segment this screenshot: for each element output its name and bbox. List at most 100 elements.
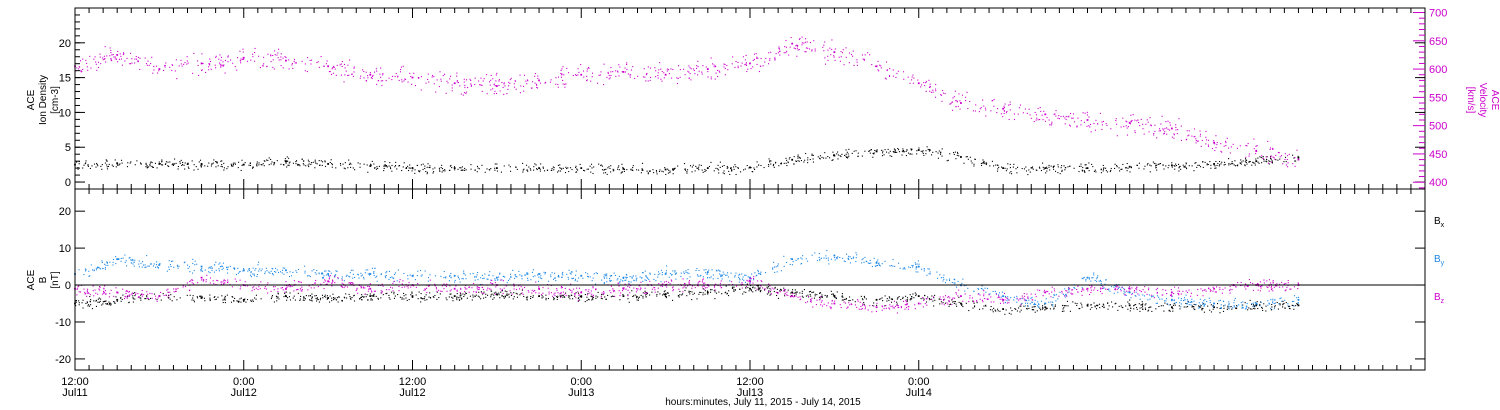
bx-series-dot [668,295,670,297]
density-series-dot [227,166,229,168]
bz-series-dot [86,288,89,290]
velocity-series-dot [293,60,295,62]
by-series-dot [1240,302,1242,304]
density-series-dot [1248,161,1250,163]
density-series-dot [87,165,89,167]
velocity-series-dot [1136,120,1138,122]
bx-series-dot [78,302,80,304]
by-series-dot [855,252,857,254]
by-series-dot [270,270,272,272]
velocity-series-dot [222,65,224,67]
bx-series-dot [1277,308,1279,310]
bx-series-dot [90,304,92,306]
by-series-dot [243,268,245,270]
bx-series-dot [461,297,463,299]
velocity-series-dot [171,64,174,66]
bx-series-dot [1209,309,1211,311]
density-series-dot [789,156,791,159]
bz-series-dot [401,283,403,285]
by-series-dot [484,273,486,275]
velocity-series-point [1128,121,1131,124]
density-series-dot [1246,159,1248,161]
by-series-dot [288,275,291,278]
bx-series-dot [1054,305,1056,307]
density-series-dot [985,163,987,165]
velocity-series-dot [928,79,930,81]
bx-series-dot [570,294,572,296]
bx-series-dot [572,298,574,300]
bx-series-dot [1144,307,1146,309]
density-series-dot [295,160,298,162]
bz-series-dot [613,290,615,292]
bz-series-dot [893,307,895,309]
bz-series-dot [362,287,364,289]
velocity-series-point [833,51,836,54]
density-series-dot [211,163,213,165]
density-series-dot [916,153,918,155]
bz-series-dot [1284,290,1286,292]
velocity-series-dot [928,86,931,88]
bx-series-dot [577,300,579,302]
bx-series-dot [612,295,614,297]
velocity-series-dot [833,55,835,57]
velocity-series-dot [439,71,441,73]
bz-series-dot [408,285,410,287]
velocity-series-dot [509,79,511,81]
velocity-series-dot [842,49,844,51]
by-series-dot [253,273,255,275]
velocity-series-dot [752,66,754,68]
by-series-dot [1198,307,1200,309]
bx-series-dot [1087,305,1089,307]
by-series-dot [603,282,605,285]
bx-series-dot [1202,303,1204,305]
velocity-series-dot [236,69,238,71]
by-series-dot [1067,288,1070,290]
bx-series-dot [830,290,832,292]
density-series-dot [786,164,788,167]
velocity-series-dot [242,57,244,59]
by-series-dot [955,286,958,288]
bx-series-dot [933,297,935,299]
velocity-series-dot [234,66,236,68]
by-series-dot [830,258,832,260]
density-series-dot [1244,164,1246,166]
bz-series-dot [574,294,576,296]
bz-series-dot [590,290,592,292]
density-series-dot [793,163,795,165]
density-series-dot [184,162,186,164]
density-series-dot [83,164,85,166]
bx-series-dot [725,285,727,287]
bx-series-dot [97,298,99,300]
bx-series-dot [1093,302,1095,304]
by-series-dot [367,273,369,275]
velocity-series-dot [1051,123,1053,125]
bz-series-dot [1270,289,1273,291]
velocity-series-dot [1094,129,1097,131]
velocity-series-dot [555,83,557,85]
bx-series-dot [1210,304,1212,306]
bz-series-point [1213,287,1215,290]
density-series-dot [824,152,826,154]
density-series-dot [1255,158,1257,160]
velocity-series-dot [647,66,649,68]
bz-series-dot [1100,287,1102,289]
velocity-series-dot [696,67,698,69]
bx-series-dot [222,299,224,301]
velocity-series-dot [1187,135,1189,137]
density-series-dot [407,165,409,167]
bx-series-dot [574,295,576,297]
by-series-dot [898,262,900,264]
density-series-dot [649,170,651,172]
bx-series-dot [348,293,350,295]
bz-series-dot [1027,297,1029,299]
bx-series-dot [1145,303,1147,305]
bz-series-dot [548,293,550,295]
bx-series-dot [401,297,403,299]
bz-series-dot [645,292,647,294]
by-series-dot [318,272,320,274]
velocity-series-dot [82,58,84,60]
velocity-series-dot [220,56,223,58]
velocity-series-dot [746,70,748,73]
by-series-dot [884,260,886,262]
bx-series-dot [1053,307,1055,309]
